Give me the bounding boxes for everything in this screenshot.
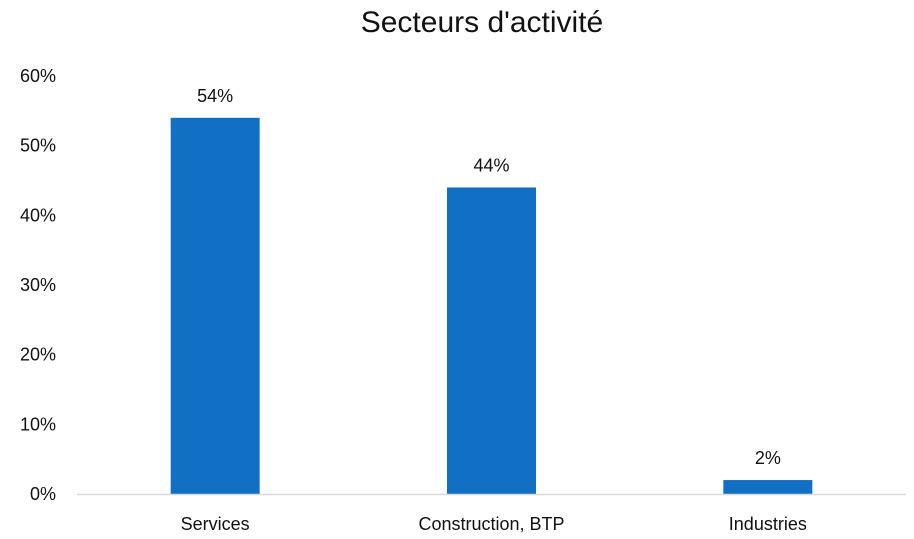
y-tick-label: 0% [30, 484, 56, 504]
chart-title: Secteurs d'activité [361, 6, 604, 39]
x-tick-label: Services [181, 514, 250, 534]
bar [723, 480, 813, 494]
bar [447, 187, 536, 494]
bars-group [170, 117, 813, 495]
y-axis-ticks: 0% 10% 20% 30% 40% 50% 60% [20, 66, 56, 504]
y-tick-label: 30% [20, 275, 56, 295]
data-label: 54% [197, 86, 233, 106]
x-axis-ticks: Services Construction, BTP Industries [181, 514, 807, 534]
data-label: 44% [473, 155, 509, 175]
y-tick-label: 50% [20, 136, 56, 156]
data-label: 2% [755, 448, 781, 468]
y-tick-label: 40% [20, 205, 56, 225]
bar [170, 117, 260, 495]
y-tick-label: 60% [20, 66, 56, 86]
y-tick-label: 10% [20, 414, 56, 434]
x-tick-label: Industries [729, 514, 807, 534]
y-tick-label: 20% [20, 345, 56, 365]
data-labels-group: 54% 44% 2% [197, 86, 781, 468]
x-tick-label: Construction, BTP [418, 514, 564, 534]
